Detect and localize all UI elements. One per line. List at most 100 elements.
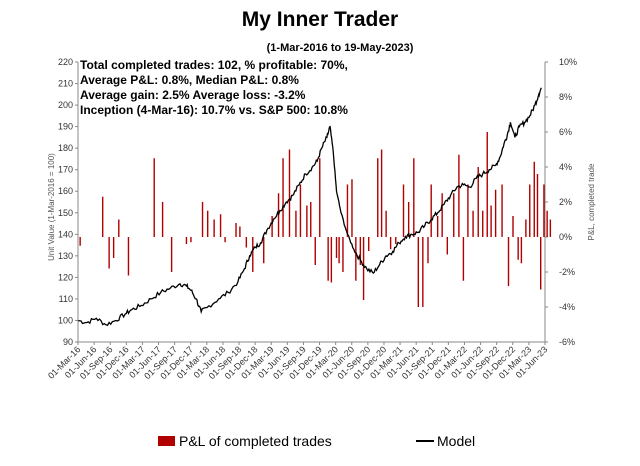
legend-label-pnl: P&L of completed trades xyxy=(179,433,332,449)
y-right-tick-label: 2% xyxy=(559,197,572,207)
y-left-tick-label: 120 xyxy=(58,272,73,282)
pnl-bar xyxy=(79,237,81,246)
pnl-bar xyxy=(472,210,474,237)
y-right-tick-label: 8% xyxy=(559,92,572,102)
pnl-bar xyxy=(201,202,204,237)
pnl-bar xyxy=(101,196,104,237)
pnl-bar xyxy=(355,237,357,281)
pnl-bar xyxy=(525,219,527,237)
pnl-bar xyxy=(482,210,484,237)
pnl-bar xyxy=(395,237,397,244)
y-right-tick-label: -6% xyxy=(559,337,575,347)
pnl-bar xyxy=(494,189,497,237)
pnl-bar xyxy=(385,210,387,237)
pnl-bar xyxy=(235,223,237,237)
y-left-tick-label: 160 xyxy=(58,186,73,196)
pnl-bar xyxy=(549,219,552,237)
chart-subtitle: (1-Mar-2016 to 19-May-2023) xyxy=(266,42,414,54)
pnl-bar xyxy=(380,149,383,237)
pnl-bar xyxy=(271,216,273,237)
pnl-bar xyxy=(206,210,209,237)
stats-line: Average gain: 2.5% Average loss: -3.2% xyxy=(80,88,306,102)
pnl-bar xyxy=(368,237,370,251)
pnl-bar xyxy=(413,158,415,237)
pnl-bar xyxy=(490,205,492,237)
pnl-bar xyxy=(543,184,545,237)
pnl-bar xyxy=(441,193,443,237)
pnl-bar xyxy=(338,237,340,264)
pnl-bar xyxy=(282,158,284,237)
pnl-bar xyxy=(359,237,362,265)
pnl-bar xyxy=(430,184,432,237)
y-axis-left-title: Unit Value (1-Mar-2016 = 100) xyxy=(47,153,56,261)
y-axis-right-title: P&L, completed trade xyxy=(587,163,596,240)
stats-line: Total completed trades: 102, % profitabl… xyxy=(80,58,348,72)
pnl-bar xyxy=(462,237,465,281)
pnl-bar xyxy=(330,237,333,283)
pnl-bar xyxy=(546,210,548,237)
pnl-bar xyxy=(112,237,115,258)
pnl-bar xyxy=(486,132,488,237)
pnl-bar xyxy=(520,237,523,264)
pnl-bar xyxy=(299,184,302,237)
pnl-bar xyxy=(252,237,254,272)
legend-item-model: Model xyxy=(416,433,475,449)
pnl-bar xyxy=(512,216,514,237)
stats-line: Inception (4-Mar-16): 10.7% vs. S&P 500:… xyxy=(80,103,348,117)
pnl-bar xyxy=(346,184,349,237)
y-left-tick-label: 200 xyxy=(58,100,73,110)
pnl-bar xyxy=(501,184,503,237)
y-left-tick-label: 180 xyxy=(58,143,73,153)
pnl-bar xyxy=(108,237,110,269)
pnl-bar xyxy=(467,184,469,237)
stats-block: Total completed trades: 102, % profitabl… xyxy=(80,58,348,118)
pnl-bar xyxy=(310,202,312,237)
pnl-bar xyxy=(288,149,291,237)
pnl-bar xyxy=(224,237,226,243)
pnl-bar xyxy=(507,237,510,286)
pnl-bar xyxy=(118,219,120,237)
pnl-bar xyxy=(306,205,308,237)
y-right-tick-label: 10% xyxy=(559,57,577,67)
y-right-tick-label: 0% xyxy=(559,232,572,242)
pnl-bar xyxy=(540,237,542,290)
pnl-bar xyxy=(458,154,460,237)
y-left-tick-label: 170 xyxy=(58,165,73,175)
pnl-bar xyxy=(335,237,338,258)
chart-title: My Inner Trader xyxy=(241,8,399,31)
pnl-bar xyxy=(327,237,329,281)
y-left-tick-label: 140 xyxy=(58,229,73,239)
pnl-bar xyxy=(436,216,439,237)
y-left-tick-label: 100 xyxy=(58,315,73,325)
pnl-bar xyxy=(263,237,265,264)
pnl-bar xyxy=(422,237,424,307)
legend-swatch-line xyxy=(416,440,434,442)
pnl-bar xyxy=(427,237,429,264)
pnl-bar xyxy=(402,184,405,237)
pnl-bar xyxy=(161,202,164,237)
pnl-bar xyxy=(213,219,215,237)
pnl-bar xyxy=(517,237,519,260)
model-line xyxy=(78,87,542,327)
pnl-bar xyxy=(342,237,344,272)
pnl-bar xyxy=(529,184,531,237)
pnl-bar xyxy=(536,174,539,237)
pnl-bar xyxy=(314,237,316,265)
pnl-bar xyxy=(185,237,188,244)
pnl-bar xyxy=(170,237,173,272)
pnl-bar xyxy=(319,158,321,237)
pnl-bar xyxy=(533,161,535,237)
y-right-tick-label: -4% xyxy=(559,302,575,312)
pnl-bar xyxy=(219,214,222,237)
pnl-bar xyxy=(277,193,280,237)
y-left-tick-label: 210 xyxy=(58,79,73,89)
pnl-bar xyxy=(389,237,392,250)
pnl-bar xyxy=(190,237,192,243)
y-left-tick-label: 150 xyxy=(58,208,73,218)
pnl-bar xyxy=(417,237,420,307)
y-right-tick-label: 4% xyxy=(559,162,572,172)
stats-line: Average P&L: 0.8%, Median P&L: 0.8% xyxy=(80,73,299,87)
pnl-bar xyxy=(351,179,353,237)
pnl-bar xyxy=(127,237,130,276)
